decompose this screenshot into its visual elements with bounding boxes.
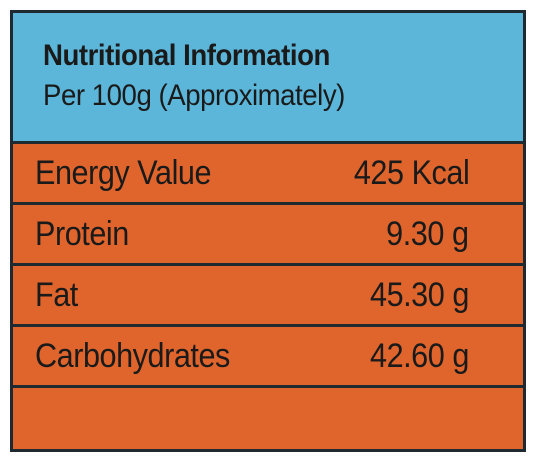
row-value: 425 Kcal xyxy=(353,154,470,192)
nutrition-header: Nutritional Information Per 100g (Approx… xyxy=(13,13,523,141)
row-value: 9.30 g xyxy=(386,215,470,253)
nutrition-panel: Nutritional Information Per 100g (Approx… xyxy=(10,10,526,452)
table-row: Fat 45.30 g xyxy=(13,263,523,321)
table-row-empty xyxy=(13,385,523,449)
nutrition-title: Nutritional Information xyxy=(43,39,330,72)
row-label: Protein xyxy=(35,215,129,253)
row-label: Fat xyxy=(35,276,78,314)
table-row: Protein 9.30 g xyxy=(13,202,523,260)
row-value: 45.30 g xyxy=(370,276,469,314)
nutrition-subtitle: Per 100g (Approximately) xyxy=(43,79,345,112)
row-label: Carbohydrates xyxy=(35,337,230,375)
row-value: 42.60 g xyxy=(370,337,469,375)
table-row: Carbohydrates 42.60 g xyxy=(13,324,523,382)
row-label: Energy Value xyxy=(35,154,212,192)
table-row: Energy Value 425 Kcal xyxy=(13,141,523,199)
